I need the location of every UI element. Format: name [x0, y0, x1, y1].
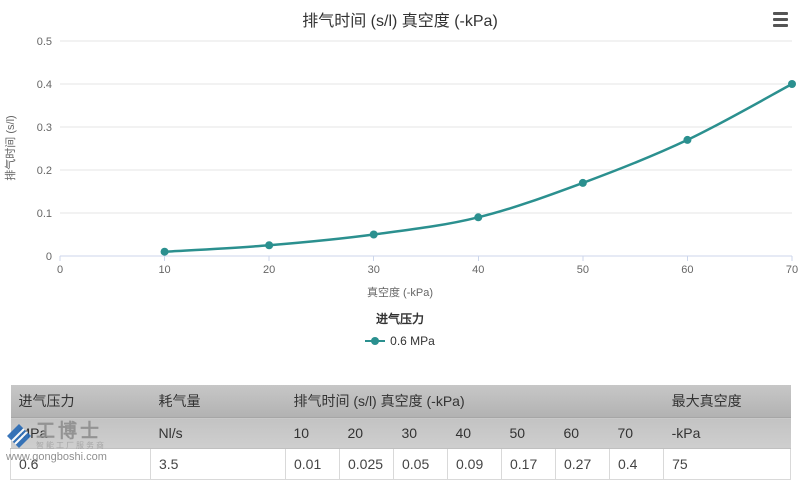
data-table: 进气压力 耗气量 排气时间 (s/l) 真空度 (-kPa) 最大真空度 MPa…	[10, 385, 792, 480]
legend-marker-icon	[365, 337, 386, 345]
subheader-vacuum: 40	[447, 417, 502, 449]
x-tick-label: 10	[158, 264, 170, 276]
table-header-row-1: 进气压力 耗气量 排气时间 (s/l) 真空度 (-kPa) 最大真空度	[10, 385, 791, 418]
table-cell: 75	[663, 448, 792, 480]
y-tick-label: 0.1	[37, 208, 52, 220]
x-tick-label: 50	[577, 264, 589, 276]
subheader-unit: -kPa	[663, 417, 791, 449]
series-group	[160, 80, 796, 256]
x-tick-label: 0	[57, 264, 63, 276]
x-tick-label: 20	[263, 264, 275, 276]
x-tick-label: 70	[786, 264, 798, 276]
data-point-marker[interactable]	[369, 230, 378, 239]
subheader-vacuum: 20	[339, 417, 394, 449]
legend-title: 进气压力	[375, 312, 424, 326]
table-cell: 0.01	[285, 448, 340, 480]
hamburger-menu-icon	[772, 17, 788, 21]
y-tick-label: 0.2	[37, 165, 52, 177]
series-line	[163, 82, 794, 253]
x-tick-label: 40	[472, 264, 484, 276]
table-section: 进气压力 耗气量 排气时间 (s/l) 真空度 (-kPa) 最大真空度 MPa…	[10, 385, 792, 480]
table-cell: 0.025	[339, 448, 394, 480]
legend: 进气压力 0.6 MPa	[0, 310, 800, 352]
header-exhaust-time: 排气时间 (s/l) 真空度 (-kPa)	[285, 385, 664, 418]
data-point-marker[interactable]	[265, 241, 274, 250]
table-cell: 0.6	[10, 448, 151, 480]
data-point-marker[interactable]	[788, 80, 796, 88]
table-cell: 0.4	[608, 448, 665, 480]
subheader-unit: Nl/s	[150, 417, 286, 449]
subheader-vacuum: 10	[285, 417, 340, 449]
header-max-vacuum: 最大真空度	[663, 385, 791, 418]
y-tick-label: 0	[46, 251, 52, 263]
data-point-marker[interactable]	[474, 213, 483, 222]
hamburger-menu-icon	[772, 23, 788, 27]
export-menu-button[interactable]	[768, 8, 792, 30]
subheader-vacuum: 50	[501, 417, 556, 449]
y-tick-label: 0.4	[37, 79, 52, 91]
grid-group: 0 0.1 0.2 0.3 0.4 0.5	[37, 36, 792, 263]
subheader-unit: MPa	[10, 417, 151, 449]
header-inlet-pressure: 进气压力	[10, 385, 151, 418]
legend-dot-icon	[371, 337, 380, 345]
table-cell: 0.05	[393, 448, 448, 480]
hamburger-menu-icon	[772, 11, 788, 15]
subheader-vacuum: 60	[555, 417, 610, 449]
y-axis-title: 排气时间 (s/l)	[3, 115, 17, 180]
table-header-row-2: MPa Nl/s 10 20 30 40 50 60 70 -kPa	[10, 417, 791, 449]
data-point-marker[interactable]	[683, 135, 692, 144]
table-cell: 0.17	[501, 448, 556, 480]
table-row: 0.6 3.5 0.01 0.025 0.05 0.09 0.17 0.27 0…	[10, 448, 792, 480]
table-cell: 0.09	[447, 448, 502, 480]
y-tick-label: 0.3	[37, 122, 52, 134]
x-tick-label: 60	[681, 264, 693, 276]
axis-group: 0 10 20 30 40 50 60 70	[57, 255, 798, 276]
chart-title: 排气时间 (s/l) 真空度 (-kPa)	[302, 13, 498, 30]
subheader-vacuum: 70	[609, 417, 664, 449]
y-tick-label: 0.5	[37, 36, 52, 48]
subheader-vacuum: 30	[393, 417, 448, 449]
table-cell: 0.27	[555, 448, 610, 480]
plot-area: 0 0.1 0.2 0.3 0.4 0.5 0 10 20 30 40 50 60 70 排气时间 (s…	[3, 36, 798, 276]
legend-item-label: 0.6 MPa	[390, 334, 435, 348]
x-axis-title: 真空度 (-kPa)	[367, 287, 433, 299]
data-point-marker[interactable]	[160, 247, 169, 256]
data-point-marker[interactable]	[578, 178, 587, 187]
chart: 排气时间 (s/l) 真空度 (-kPa) 0 0.1 0.2 0.3 0.4 0.5 0…	[0, 8, 800, 352]
x-tick-label: 30	[368, 264, 380, 276]
header-air-consumption: 耗气量	[150, 385, 286, 418]
legend-item[interactable]: 0.6 MPa	[365, 334, 435, 348]
table-cell: 3.5	[150, 448, 286, 480]
